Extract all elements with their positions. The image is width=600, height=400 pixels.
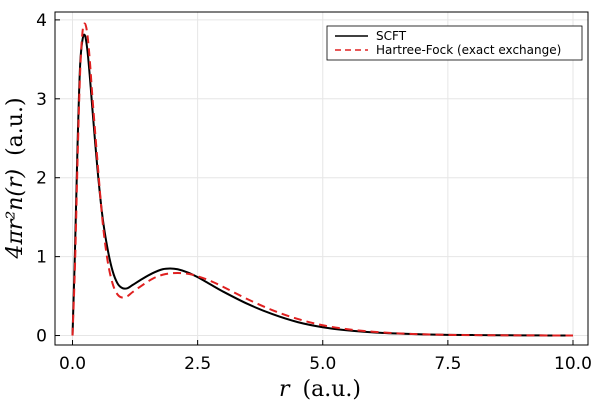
axis-ticks: 0.0 2.5 5.0 7.5 10.0 0 1 2 3 4 — [36, 11, 592, 374]
series-line-scft — [71, 33, 573, 337]
y-tick-label: 4 — [36, 11, 47, 31]
y-tick-label: 3 — [36, 90, 47, 110]
x-axis-title: r (a.u.) — [279, 377, 361, 400]
series-line-hartree-fock — [71, 22, 573, 337]
plot-frame — [54, 11, 589, 346]
series-lines — [71, 22, 573, 337]
x-tick-label: 10.0 — [554, 354, 592, 374]
x-tick-label: 0.0 — [59, 354, 86, 374]
legend-label-scft: SCFT — [376, 29, 407, 43]
y-tick-label: 0 — [36, 327, 47, 347]
y-tick-label: 2 — [36, 169, 47, 189]
x-tick-label: 2.5 — [184, 354, 211, 374]
legend-label-hartree-fock: Hartree-Fock (exact exchange) — [376, 43, 561, 57]
legend-box — [326, 25, 583, 61]
legend: SCFT Hartree-Fock (exact exchange) — [326, 25, 583, 61]
y-tick-label: 1 — [36, 248, 47, 268]
x-tick-label: 7.5 — [434, 354, 461, 374]
grid — [55, 12, 588, 345]
x-tick-label: 5.0 — [309, 354, 336, 374]
y-axis-title: 4πr²n(r) (a.u.) — [3, 97, 28, 259]
